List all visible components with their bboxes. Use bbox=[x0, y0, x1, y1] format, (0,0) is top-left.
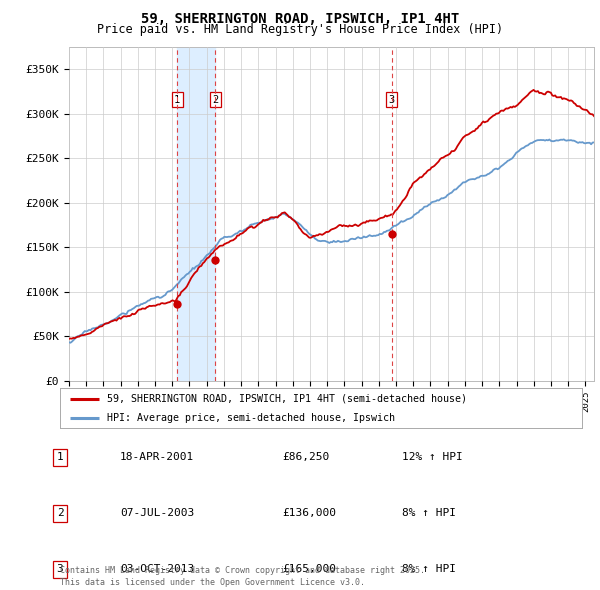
Text: 1: 1 bbox=[56, 453, 64, 462]
Text: 12% ↑ HPI: 12% ↑ HPI bbox=[402, 453, 463, 462]
Text: £165,000: £165,000 bbox=[282, 565, 336, 574]
Text: HPI: Average price, semi-detached house, Ipswich: HPI: Average price, semi-detached house,… bbox=[107, 413, 395, 422]
Text: 18-APR-2001: 18-APR-2001 bbox=[120, 453, 194, 462]
Bar bbox=[177, 47, 215, 381]
Text: 3: 3 bbox=[389, 94, 395, 104]
Text: 8% ↑ HPI: 8% ↑ HPI bbox=[402, 565, 456, 574]
Text: 1: 1 bbox=[174, 94, 181, 104]
Text: 59, SHERRINGTON ROAD, IPSWICH, IP1 4HT (semi-detached house): 59, SHERRINGTON ROAD, IPSWICH, IP1 4HT (… bbox=[107, 394, 467, 404]
Text: £136,000: £136,000 bbox=[282, 509, 336, 518]
Text: Contains HM Land Registry data © Crown copyright and database right 2025.
This d: Contains HM Land Registry data © Crown c… bbox=[60, 566, 425, 587]
Text: 2: 2 bbox=[56, 509, 64, 518]
Text: 2: 2 bbox=[212, 94, 218, 104]
Text: 07-JUL-2003: 07-JUL-2003 bbox=[120, 509, 194, 518]
Text: 59, SHERRINGTON ROAD, IPSWICH, IP1 4HT: 59, SHERRINGTON ROAD, IPSWICH, IP1 4HT bbox=[141, 12, 459, 26]
Text: 3: 3 bbox=[56, 565, 64, 574]
Text: 8% ↑ HPI: 8% ↑ HPI bbox=[402, 509, 456, 518]
Text: £86,250: £86,250 bbox=[282, 453, 329, 462]
Text: Price paid vs. HM Land Registry's House Price Index (HPI): Price paid vs. HM Land Registry's House … bbox=[97, 23, 503, 36]
Text: 03-OCT-2013: 03-OCT-2013 bbox=[120, 565, 194, 574]
